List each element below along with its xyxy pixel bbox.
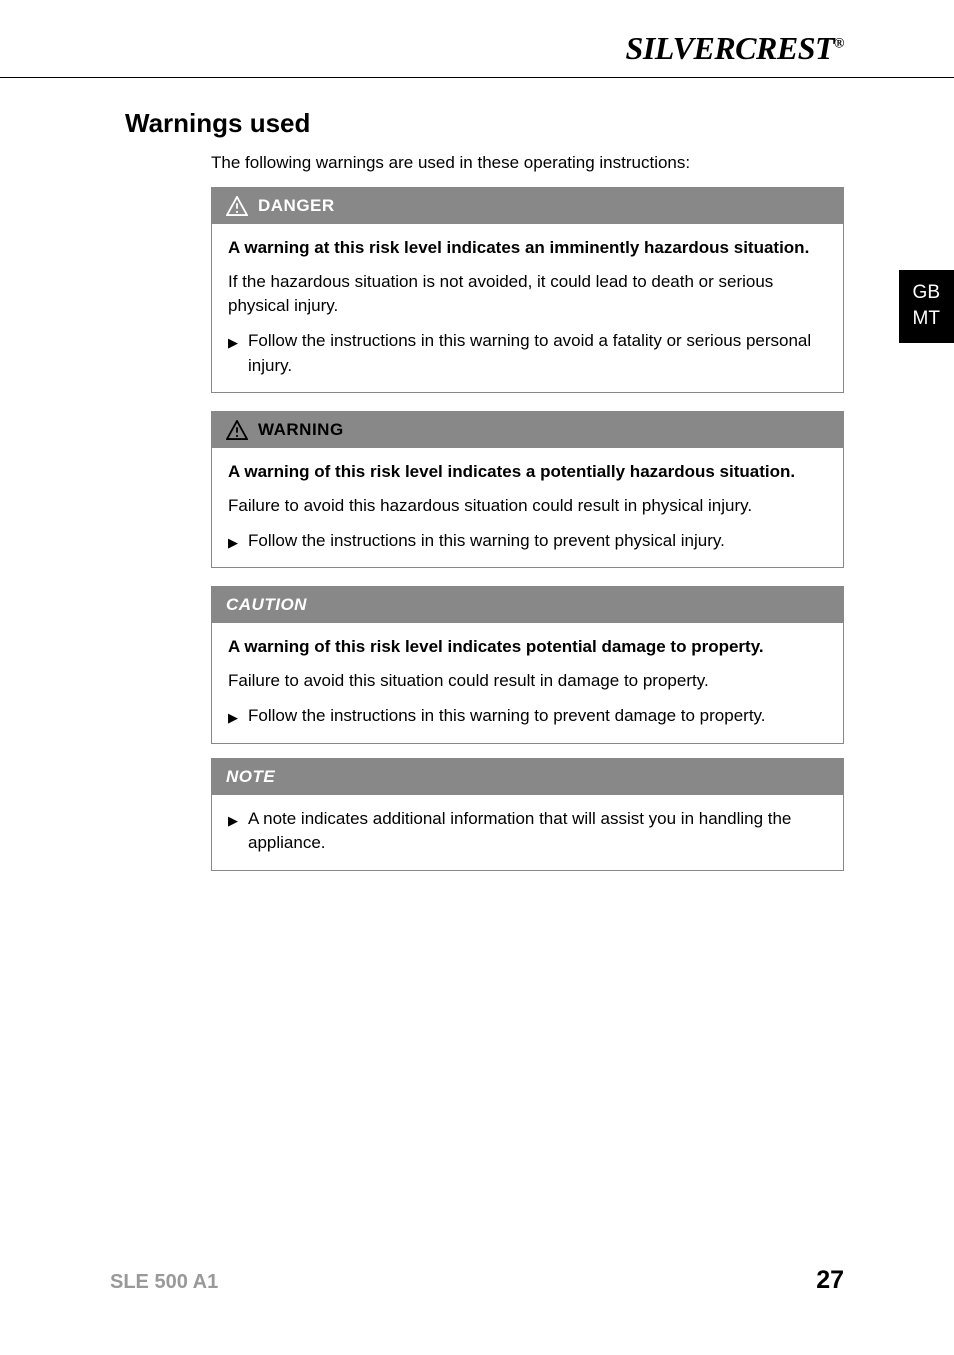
danger-box-header: DANGER: [212, 188, 843, 224]
caution-title: CAUTION: [226, 595, 307, 615]
danger-box: DANGER A warning at this risk level indi…: [211, 187, 844, 393]
intro-text: The following warnings are used in these…: [211, 153, 844, 173]
caution-body: A warning of this risk level indicates p…: [212, 623, 843, 742]
warning-body: A warning of this risk level indicates a…: [212, 448, 843, 567]
warning-alert-icon: [226, 420, 248, 440]
note-title: NOTE: [226, 767, 275, 787]
caution-body-text: Failure to avoid this situation could re…: [228, 669, 827, 694]
caution-bullet-text: Follow the instructions in this warning …: [248, 704, 766, 729]
danger-body-text: If the hazardous situation is not avoide…: [228, 270, 827, 319]
danger-bullet-text: Follow the instructions in this warning …: [248, 329, 827, 378]
warning-bold-text: A warning of this risk level indicates a…: [228, 460, 827, 484]
bullet-marker-icon: ▶: [228, 334, 238, 353]
danger-bold-text: A warning at this risk level indicates a…: [228, 236, 827, 260]
brand-name: SILVERCREST: [626, 30, 835, 66]
warning-title: WARNING: [258, 420, 344, 440]
section-heading: Warnings used: [125, 108, 844, 139]
warning-bullet-text: Follow the instructions in this warning …: [248, 529, 725, 554]
footer-model: SLE 500 A1: [110, 1271, 218, 1294]
bullet-marker-icon: ▶: [228, 709, 238, 728]
page-number: 27: [816, 1266, 844, 1295]
page-footer: SLE 500 A1 27: [0, 1266, 954, 1295]
warning-box-header: WARNING: [212, 412, 843, 448]
note-body: ▶ A note indicates additional informatio…: [212, 795, 843, 870]
language-tab: GB MT: [899, 270, 954, 343]
warning-bullet-item: ▶ Follow the instructions in this warnin…: [228, 529, 827, 554]
bullet-marker-icon: ▶: [228, 812, 238, 831]
bullet-marker-icon: ▶: [228, 534, 238, 553]
caution-box: CAUTION A warning of this risk level ind…: [211, 586, 844, 743]
danger-alert-icon: [226, 196, 248, 216]
language-code-1: GB: [913, 280, 940, 306]
page-header: SILVERCREST®: [0, 0, 954, 78]
warning-body-text: Failure to avoid this hazardous situatio…: [228, 494, 827, 519]
danger-title: DANGER: [258, 196, 335, 216]
danger-bullet-item: ▶ Follow the instructions in this warnin…: [228, 329, 827, 378]
brand-logo: SILVERCREST®: [626, 30, 844, 67]
caution-bullet-item: ▶ Follow the instructions in this warnin…: [228, 704, 827, 729]
note-bullet-item: ▶ A note indicates additional informatio…: [228, 807, 827, 856]
warning-box: WARNING A warning of this risk level ind…: [211, 411, 844, 568]
brand-reg-mark: ®: [834, 36, 844, 51]
content-area: Warnings used The following warnings are…: [0, 78, 954, 871]
caution-box-header: CAUTION: [212, 587, 843, 623]
caution-bold-text: A warning of this risk level indicates p…: [228, 635, 827, 659]
note-bullet-text: A note indicates additional information …: [248, 807, 827, 856]
note-box: NOTE ▶ A note indicates additional infor…: [211, 758, 844, 871]
note-box-header: NOTE: [212, 759, 843, 795]
language-code-2: MT: [913, 306, 940, 332]
danger-body: A warning at this risk level indicates a…: [212, 224, 843, 392]
